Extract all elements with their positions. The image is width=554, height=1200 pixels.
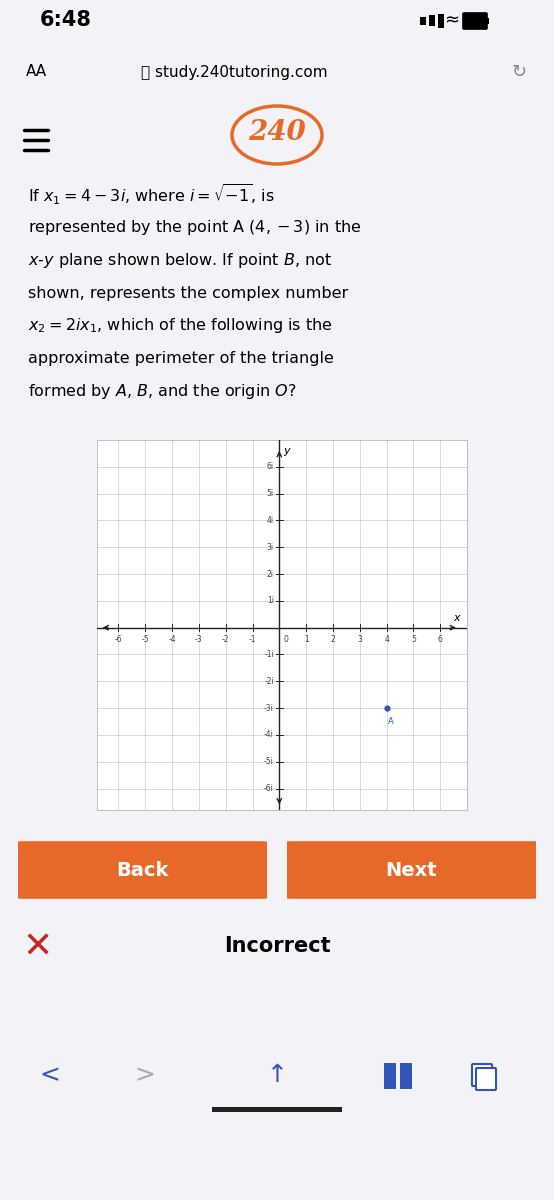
- Text: 1: 1: [304, 635, 309, 644]
- Text: -1i: -1i: [264, 650, 274, 659]
- Text: ↑: ↑: [266, 1063, 288, 1087]
- Text: -6: -6: [115, 635, 122, 644]
- Text: >: >: [135, 1063, 156, 1087]
- Bar: [400, 1063, 412, 1090]
- Text: 240: 240: [248, 120, 306, 146]
- Text: x: x: [453, 613, 460, 623]
- Text: -5i: -5i: [264, 757, 274, 767]
- FancyBboxPatch shape: [13, 841, 272, 899]
- Text: Back: Back: [116, 860, 168, 880]
- Text: 6:48: 6:48: [40, 10, 92, 30]
- Text: 0: 0: [283, 635, 288, 644]
- Text: $x$-$y$ plane shown below. If point $B$, not: $x$-$y$ plane shown below. If point $B$,…: [28, 251, 332, 270]
- Text: <: <: [39, 1063, 60, 1087]
- Bar: [429, 14, 435, 26]
- Text: y: y: [284, 445, 290, 456]
- Text: 5: 5: [411, 635, 416, 644]
- Text: 3: 3: [357, 635, 362, 644]
- FancyBboxPatch shape: [282, 841, 541, 899]
- Text: 🔒 study.240tutoring.com: 🔒 study.240tutoring.com: [141, 65, 327, 79]
- Text: AA: AA: [26, 65, 47, 79]
- Text: ↻: ↻: [511, 62, 527, 80]
- Text: ≈: ≈: [444, 11, 460, 29]
- Text: 2: 2: [331, 635, 335, 644]
- Text: A: A: [388, 718, 394, 726]
- Text: -4: -4: [168, 635, 176, 644]
- Text: 5i: 5i: [267, 490, 274, 498]
- Text: 6i: 6i: [267, 462, 274, 472]
- Text: Incorrect: Incorrect: [224, 936, 330, 956]
- Text: formed by $A$, $B$, and the origin $O$?: formed by $A$, $B$, and the origin $O$?: [28, 382, 296, 401]
- Text: ✕: ✕: [23, 930, 53, 965]
- Text: 4: 4: [384, 635, 389, 644]
- Text: -4i: -4i: [264, 731, 274, 739]
- Text: $x_2 = 2ix_1$, which of the following is the: $x_2 = 2ix_1$, which of the following is…: [28, 317, 332, 335]
- Bar: [438, 14, 444, 28]
- FancyBboxPatch shape: [463, 13, 487, 29]
- Text: -5: -5: [141, 635, 149, 644]
- Text: 4i: 4i: [267, 516, 274, 524]
- Text: -2i: -2i: [264, 677, 274, 686]
- Text: -3i: -3i: [264, 703, 274, 713]
- FancyBboxPatch shape: [476, 1068, 496, 1090]
- Text: -2: -2: [222, 635, 229, 644]
- Bar: [212, 1106, 342, 1112]
- Text: approximate perimeter of the triangle: approximate perimeter of the triangle: [28, 352, 334, 366]
- Text: -3: -3: [195, 635, 203, 644]
- Text: 1i: 1i: [267, 596, 274, 605]
- Text: Next: Next: [386, 860, 437, 880]
- FancyBboxPatch shape: [472, 1064, 492, 1086]
- Text: 3i: 3i: [267, 542, 274, 552]
- Bar: [384, 1063, 396, 1090]
- Text: -1: -1: [249, 635, 257, 644]
- Text: represented by the point A $(4, -3)$ in the: represented by the point A $(4, -3)$ in …: [28, 217, 361, 236]
- Text: shown, represents the complex number: shown, represents the complex number: [28, 286, 348, 300]
- Bar: [420, 17, 426, 25]
- Text: 6: 6: [438, 635, 443, 644]
- Bar: [486, 18, 489, 24]
- Text: 2i: 2i: [267, 570, 274, 578]
- Text: -6i: -6i: [264, 784, 274, 793]
- Text: If $x_1 = 4 - 3i$, where $i = \sqrt{-1}$, is: If $x_1 = 4 - 3i$, where $i = \sqrt{-1}$…: [28, 182, 274, 206]
